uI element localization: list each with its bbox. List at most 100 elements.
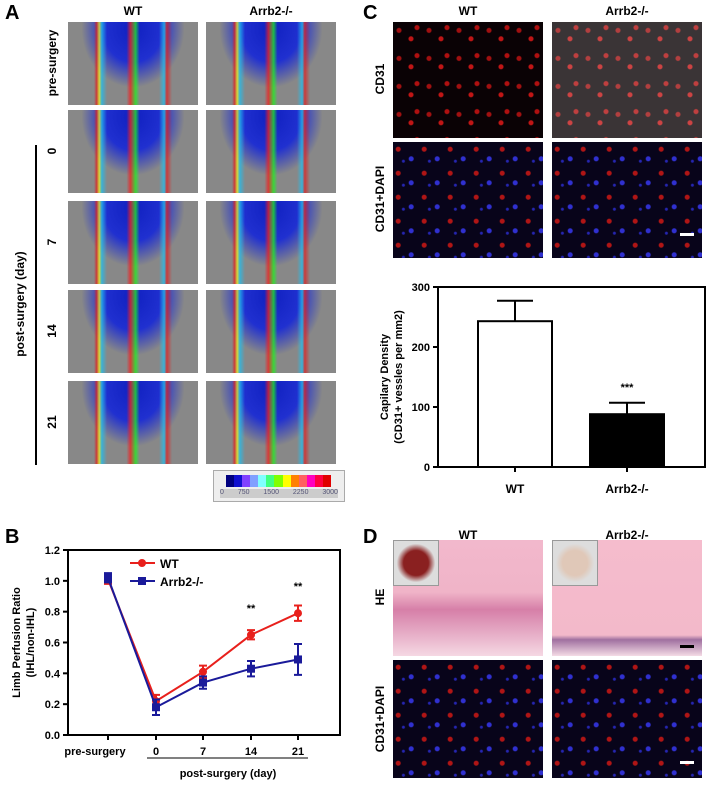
data-point [294,609,302,618]
tissue-photo-inset [393,540,439,586]
row-label: 14 [45,323,59,338]
legend-label: Arrb2-/- [160,575,203,589]
colorbar-swatch [266,475,275,487]
y-tick-label: 0 [424,462,430,474]
row-label-cd31-dapi: CD31+DAPI [373,685,387,753]
x-group-label: post-surgery (day) [180,768,277,780]
laser-doppler-image-arrb2-3 [206,290,336,373]
panel-label-b: B [5,526,20,548]
colorbar-swatch [226,475,235,487]
colorbar-swatch [274,475,283,487]
colorbar-tick: 3000 [322,489,338,496]
x-tick-label: 14 [245,746,258,758]
laser-doppler-image-arrb2-0 [206,22,336,105]
data-point [294,655,302,664]
row-label: 21 [45,414,59,429]
x-tick-label: pre-surgery [64,746,126,758]
cd31-image-wt [393,22,543,138]
x-tick-label: WT [506,482,525,496]
y-tick-label: 0.8 [45,607,60,619]
x-tick-label: 21 [292,746,304,758]
col-header-wt: WT [458,4,478,18]
y-axis-label: Limb Perfusion Ratio [11,587,23,698]
colorbar-tick: 1500 [263,489,279,496]
capillary-density-chart: 0 100 200 300 WT Arrb2-/- *** Capilary Density(… [379,282,706,496]
y-tick-label: 1.2 [45,545,60,557]
colorbar-swatch [290,475,299,487]
scale-bar [680,761,694,764]
row-label: 7 [45,238,59,245]
laser-doppler-image-wt-4 [68,381,198,464]
colorbar-swatch [234,475,243,487]
laser-doppler-image-arrb2-1 [206,110,336,193]
colorbar-tick: 2250 [292,489,309,496]
data-point [247,664,255,673]
colorbar-swatch [258,475,267,487]
error-bar [497,299,533,322]
y-tick-label: 0.0 [45,730,60,742]
significance-marker: ** [294,581,303,593]
colorbar-tick: 750 [237,489,250,496]
y-tick-label: 300 [412,282,430,294]
colorbar-swatch [282,475,291,487]
x-tick-label: 7 [200,746,206,758]
bar [477,320,553,469]
colorbar: 0 750 1500 2250 3000 [213,470,345,502]
plot-frame [437,286,706,468]
colorbar-swatch [306,475,315,487]
row-label: pre-surgery [45,29,59,96]
y-tick-label: 1.0 [45,576,60,588]
legend-label: WT [160,557,179,571]
laser-doppler-image-arrb2-4 [206,381,336,464]
col-header-wt: WT [458,528,478,542]
data-point [104,573,112,582]
laser-doppler-image-wt-1 [68,110,198,193]
data-point [247,630,255,639]
y-tick-label: 0.4 [45,668,61,680]
y-tick-label: 0.6 [45,638,60,650]
row-label-he: HE [373,588,387,606]
data-point [199,667,207,676]
significance-marker: *** [621,382,635,394]
colorbar-swatch [242,475,251,487]
group-bracket [35,145,37,465]
cd31-image-arrb2 [552,22,702,138]
laser-doppler-image-wt-0 [68,22,198,105]
legend-marker [138,577,146,585]
col-header-wt: WT [123,4,143,18]
data-point [199,678,207,687]
scale-bar [680,233,694,236]
he-image-arrb2 [552,540,702,656]
panel-label-c: C [363,2,378,24]
y-tick-label: 200 [412,342,430,354]
bar [589,413,665,468]
col-header-arrb2: Arrb2-/- [605,528,649,542]
cd31-dapi-image-arrb2 [552,660,702,778]
he-image-wt [393,540,543,656]
data-point [152,703,160,712]
tissue-photo-inset [552,540,598,586]
colorbar-swatch [298,475,307,487]
y-tick-label: 0.2 [45,699,60,711]
y-axis-label-units: (CD31+ vessles per mm2) [393,310,405,444]
y-axis-label: Capilary Density [379,333,391,420]
y-tick-label: 100 [412,402,430,414]
x-tick-label: 0 [153,746,159,758]
col-header-arrb2: Arrb2-/- [249,4,293,18]
laser-doppler-image-arrb2-2 [206,201,336,284]
row-label: 0 [45,147,59,154]
panel-label-a: A [5,2,20,24]
colorbar-swatch [314,475,323,487]
y-axis-label-units: (IHL/non-IHL) [25,607,37,677]
colorbar-swatch [250,475,259,487]
cd31-dapi-image-arrb2 [552,142,702,258]
legend-marker [138,559,146,567]
col-header-arrb2: Arrb2-/- [605,4,649,18]
colorbar-swatch [322,475,332,487]
panel-label-d: D [363,526,378,548]
scale-bar [680,645,694,648]
error-bar [609,401,645,415]
laser-doppler-image-wt-3 [68,290,198,373]
x-tick-label: Arrb2-/- [605,482,648,496]
perfusion-chart: 0.0 0.2 0.4 0.6 0.8 1.0 1.2 pre-surgery 0 7 14 21 po… [11,545,341,780]
